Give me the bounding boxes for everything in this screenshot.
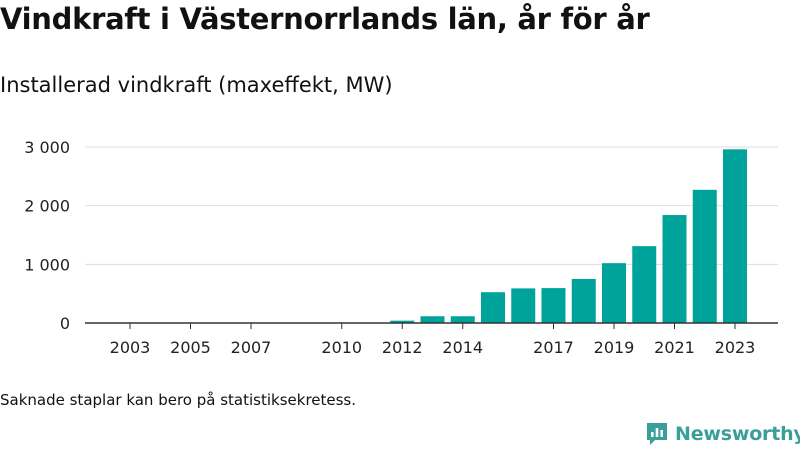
x-tick-label: 2023 xyxy=(715,338,756,357)
x-tick-label: 2012 xyxy=(382,338,423,357)
bar-2022 xyxy=(692,189,717,323)
bar-2014 xyxy=(450,316,475,323)
footnote: Saknade staplar kan bero på statistiksek… xyxy=(0,391,357,409)
newsworthy-logo: Newsworthy xyxy=(645,420,800,448)
bar-2016 xyxy=(511,288,536,323)
bar-2017 xyxy=(541,288,566,323)
bar-2012 xyxy=(390,320,415,323)
x-tick-label: 2019 xyxy=(594,338,635,357)
chart-title: Vindkraft i Västernorrlands län, år för … xyxy=(0,2,650,36)
bar-2020 xyxy=(632,246,657,323)
bar-chart: 0 1 000 2 000 3 000 2003 2005 2007 2010 2012 201… xyxy=(24,138,778,357)
x-tick-label: 2010 xyxy=(321,338,362,357)
y-tick-label: 0 xyxy=(60,314,70,333)
y-tick-label: 1 000 xyxy=(24,255,70,274)
bar-2023 xyxy=(723,149,747,323)
bar-2018 xyxy=(571,279,596,323)
x-tick-label: 2021 xyxy=(654,338,695,357)
x-tick-label: 2017 xyxy=(533,338,574,357)
newsworthy-logo-text: Newsworthy xyxy=(675,423,800,445)
x-tick-label: 2014 xyxy=(442,338,483,357)
bars xyxy=(390,149,747,323)
bar-2013 xyxy=(420,316,445,323)
x-tick-label: 2005 xyxy=(170,338,211,357)
y-tick-label: 3 000 xyxy=(24,138,70,157)
x-axis-ticks: 2003 2005 2007 2010 2012 2014 2017 2019 2021 2023 xyxy=(110,323,756,357)
bar-2019 xyxy=(602,263,626,323)
bar-2021 xyxy=(662,215,687,323)
x-tick-label: 2003 xyxy=(110,338,151,357)
x-tick-label: 2007 xyxy=(231,338,272,357)
y-axis-ticks: 0 1 000 2 000 3 000 xyxy=(24,138,70,333)
newsworthy-logo-icon xyxy=(647,423,667,445)
chart-subtitle: Installerad vindkraft (maxeffekt, MW) xyxy=(0,73,393,97)
y-tick-label: 2 000 xyxy=(24,197,70,216)
bar-2015 xyxy=(481,292,505,323)
